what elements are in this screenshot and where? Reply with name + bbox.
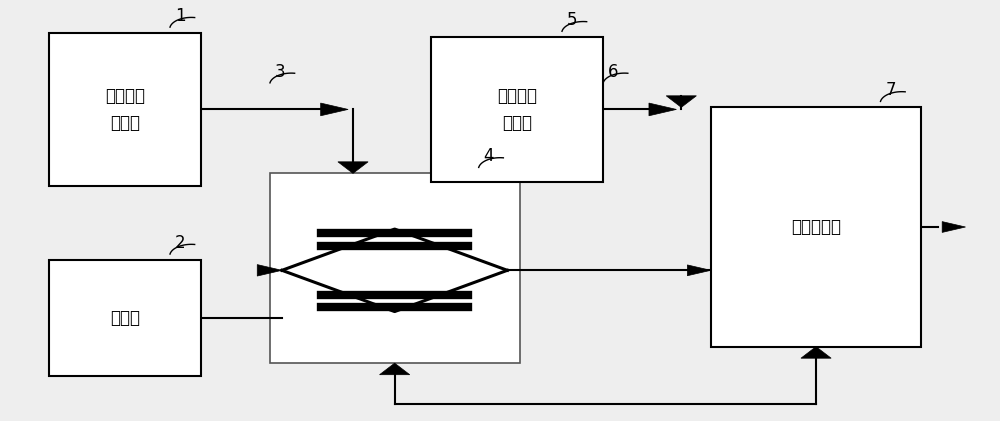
Polygon shape: [321, 103, 348, 116]
Bar: [711, 107, 921, 346]
Text: 正弦信号
发生器: 正弦信号 发生器: [105, 87, 145, 132]
Bar: [49, 33, 201, 186]
Bar: [431, 37, 603, 181]
Polygon shape: [257, 265, 282, 276]
Polygon shape: [666, 96, 696, 107]
Text: 激光器: 激光器: [110, 309, 140, 327]
Polygon shape: [649, 103, 676, 116]
Polygon shape: [801, 346, 831, 358]
Bar: [49, 260, 201, 376]
Polygon shape: [380, 363, 410, 375]
Text: 1: 1: [175, 7, 186, 25]
Polygon shape: [687, 265, 711, 276]
Text: 7: 7: [885, 81, 896, 99]
Text: 4: 4: [484, 147, 494, 165]
Text: 2: 2: [175, 234, 186, 252]
Text: 3: 3: [275, 63, 285, 81]
Bar: [270, 173, 520, 363]
Text: 滤波调制器: 滤波调制器: [791, 218, 841, 236]
Text: 6: 6: [608, 63, 619, 81]
Polygon shape: [942, 221, 966, 232]
Text: 5: 5: [567, 11, 577, 29]
Polygon shape: [338, 162, 368, 173]
Text: 数据信号
发生器: 数据信号 发生器: [497, 87, 537, 132]
